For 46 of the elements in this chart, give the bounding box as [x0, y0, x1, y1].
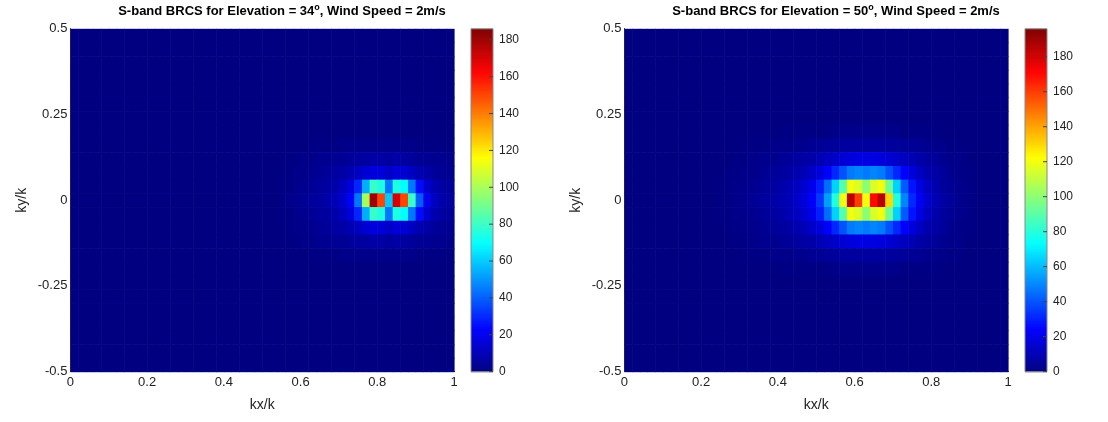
color-bar-label: 20 [1053, 328, 1067, 343]
color-bar-label: 160 [499, 69, 520, 84]
y-axis-title: ky/k [13, 186, 30, 213]
y-axis-title: ky/k [567, 186, 584, 213]
y-tick-label: 0.5 [49, 20, 68, 36]
color-bar-label: 60 [499, 253, 513, 268]
y-tick-label: -0.25 [37, 277, 68, 293]
color-bar-label: 40 [499, 290, 513, 305]
color-bar-label: 80 [499, 216, 513, 231]
color-bar-label: 160 [1053, 84, 1074, 99]
color-bar-label: 180 [499, 32, 520, 47]
x-tick-label: 0.2 [692, 373, 711, 389]
color-bar-label: 100 [1053, 189, 1074, 204]
x-tick-label: 1 [1004, 373, 1012, 389]
y-tick-label: 0.5 [603, 20, 622, 36]
x-tick-label: 0.8 [922, 373, 941, 389]
x-tick-label: 0.6 [845, 373, 864, 389]
color-bar-label: 80 [1053, 223, 1067, 238]
color-bar-label: 0 [499, 363, 506, 378]
chart-title: S-band BRCS for Elevation = 50$^{o}$, Wind Speed = 2m/s [671, 2, 1001, 19]
x-tick-label: 1 [450, 373, 458, 389]
x-axis-title: kx/k [803, 396, 830, 413]
x-axis-title: kx/k [249, 396, 276, 413]
y-tick-label: 0.25 [596, 106, 622, 122]
x-tick-label: 0.6 [291, 373, 310, 389]
color-bar-label: 180 [1053, 49, 1074, 64]
y-tick-label: -0.25 [591, 277, 622, 293]
y-tick-label: -0.5 [599, 363, 622, 379]
chart-title: S-band BRCS for Elevation = 34$^{o}$, Wind Speed = 2m/s [117, 2, 447, 19]
color-bar-label: 140 [499, 105, 520, 120]
y-tick-label: -0.5 [45, 363, 68, 379]
color-bar-label: 0 [1053, 363, 1060, 378]
x-tick-label: 0.8 [368, 373, 387, 389]
color-bar-label: 60 [1053, 258, 1067, 273]
color-bar-label: 140 [1053, 119, 1074, 134]
x-tick-label: 0.2 [138, 373, 157, 389]
color-bar-label: 20 [499, 327, 513, 342]
color-bar-label: 100 [499, 179, 520, 194]
color-bar-label: 40 [1053, 293, 1067, 308]
y-tick-label: 0 [614, 191, 622, 207]
y-tick-label: 0.25 [42, 106, 68, 122]
y-tick-label: 0 [60, 191, 68, 207]
color-bar-label: 120 [1053, 154, 1074, 169]
x-tick-label: 0.4 [214, 373, 233, 389]
color-bar-label: 120 [499, 142, 520, 157]
x-tick-label: 0.4 [768, 373, 787, 389]
